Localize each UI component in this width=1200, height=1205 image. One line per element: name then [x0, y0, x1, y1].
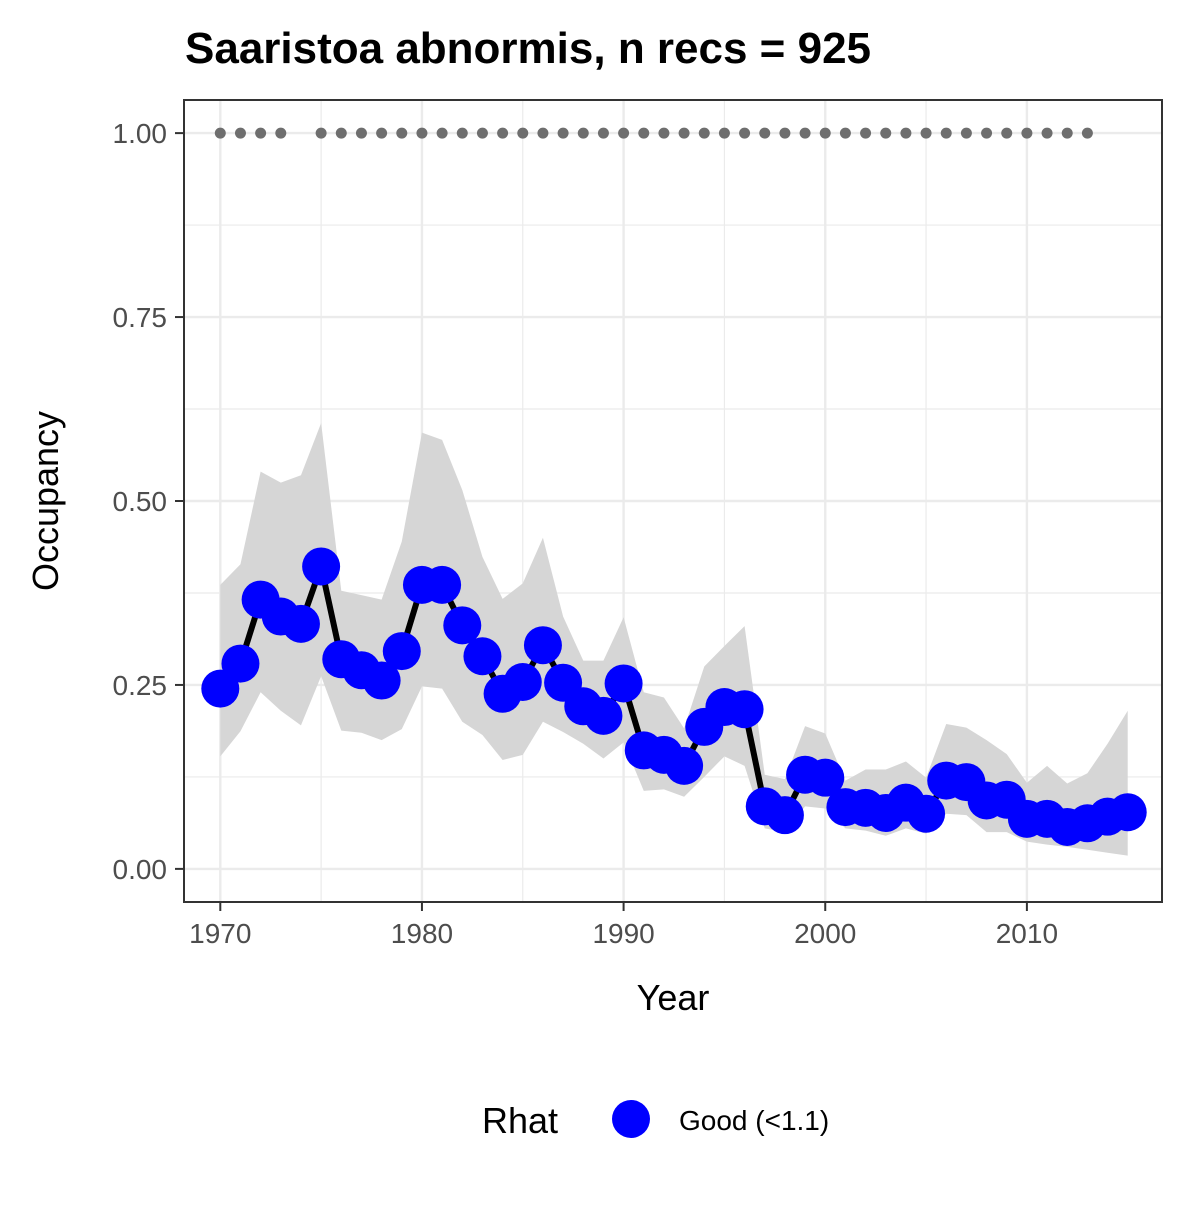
- data-point: [302, 547, 341, 586]
- record-dot: [315, 127, 327, 139]
- data-point: [423, 565, 462, 604]
- record-dot: [981, 127, 993, 139]
- data-point: [463, 637, 502, 676]
- record-dot: [1041, 127, 1053, 139]
- y-axis: 0.00 0.25 0.50 0.75 1.00: [113, 118, 184, 885]
- data-point: [604, 664, 643, 703]
- data-point: [221, 644, 260, 683]
- record-dots-layer: [214, 127, 1093, 139]
- y-tick-label: 0.00: [113, 854, 168, 885]
- chart-title: Saaristoa abnormis, n recs = 925: [185, 24, 871, 73]
- record-dot: [416, 127, 428, 139]
- x-axis: 1970 1980 1990 2000 2010: [189, 902, 1058, 949]
- data-point: [907, 794, 946, 833]
- series-points-layer: [201, 547, 1147, 846]
- data-point: [765, 796, 804, 835]
- record-dot: [698, 127, 710, 139]
- y-tick-label: 0.75: [113, 302, 168, 333]
- record-dot: [335, 127, 347, 139]
- x-tick-label: 1980: [391, 918, 453, 949]
- record-dot: [396, 127, 408, 139]
- data-point: [362, 661, 401, 700]
- record-dot: [1001, 127, 1013, 139]
- record-dot: [718, 127, 730, 139]
- data-point: [584, 696, 623, 735]
- data-point: [443, 606, 482, 645]
- data-point: [382, 632, 421, 671]
- record-dot: [839, 127, 851, 139]
- record-dot: [355, 127, 367, 139]
- record-dot: [497, 127, 509, 139]
- record-dot: [920, 127, 932, 139]
- record-dot: [960, 127, 972, 139]
- data-point: [503, 663, 542, 702]
- record-dot: [577, 127, 589, 139]
- record-dot: [456, 127, 468, 139]
- x-tick-label: 1990: [592, 918, 654, 949]
- record-dot: [275, 127, 287, 139]
- data-point: [806, 758, 845, 797]
- record-dot: [779, 127, 791, 139]
- record-dot: [214, 127, 226, 139]
- record-dot: [618, 127, 630, 139]
- data-point: [725, 690, 764, 729]
- y-axis-title: Occupancy: [25, 411, 66, 591]
- record-dot: [255, 127, 267, 139]
- ci-ribbon-layer: [220, 423, 1128, 856]
- y-tick-label: 1.00: [113, 118, 168, 149]
- y-tick-label: 0.25: [113, 670, 168, 701]
- record-dot: [658, 127, 670, 139]
- y-tick-label: 0.50: [113, 486, 168, 517]
- record-dot: [739, 127, 751, 139]
- data-point: [523, 626, 562, 665]
- data-point: [281, 604, 320, 643]
- data-point: [665, 746, 704, 785]
- x-tick-label: 2010: [996, 918, 1058, 949]
- record-dot: [476, 127, 488, 139]
- record-dot: [759, 127, 771, 139]
- record-dot: [880, 127, 892, 139]
- record-dot: [376, 127, 388, 139]
- record-dot: [1061, 127, 1073, 139]
- x-tick-label: 2000: [794, 918, 856, 949]
- record-dot: [436, 127, 448, 139]
- record-dot: [517, 127, 529, 139]
- legend-key-good: [612, 1100, 650, 1138]
- record-dot: [678, 127, 690, 139]
- legend-title: Rhat: [482, 1100, 558, 1141]
- record-dot: [537, 127, 549, 139]
- x-tick-label: 1970: [189, 918, 251, 949]
- record-dot: [638, 127, 650, 139]
- legend-label-good: Good (<1.1): [679, 1105, 829, 1136]
- record-dot: [860, 127, 872, 139]
- record-dot: [1021, 127, 1033, 139]
- data-point: [1108, 793, 1147, 832]
- record-dot: [940, 127, 952, 139]
- record-dot: [597, 127, 609, 139]
- record-dot: [557, 127, 569, 139]
- record-dot: [1081, 127, 1093, 139]
- ci-ribbon: [220, 423, 1128, 856]
- record-dot: [799, 127, 811, 139]
- record-dot: [900, 127, 912, 139]
- legend: Rhat Good (<1.1): [482, 1100, 829, 1141]
- record-dot: [819, 127, 831, 139]
- x-axis-title: Year: [637, 977, 710, 1018]
- record-dot: [234, 127, 246, 139]
